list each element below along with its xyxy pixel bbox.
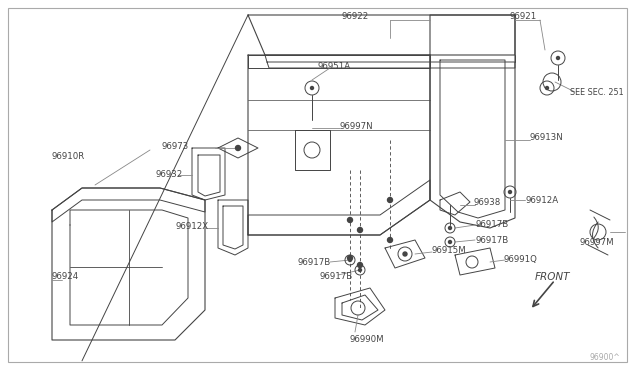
Text: 96951A: 96951A bbox=[318, 62, 351, 71]
Text: 96917B: 96917B bbox=[320, 272, 353, 281]
Text: 96912A: 96912A bbox=[525, 196, 558, 205]
Text: 96922: 96922 bbox=[342, 12, 369, 21]
Text: 96932: 96932 bbox=[155, 170, 182, 179]
Circle shape bbox=[358, 263, 362, 267]
Text: FRONT: FRONT bbox=[535, 272, 570, 282]
Circle shape bbox=[387, 237, 392, 243]
Circle shape bbox=[236, 145, 241, 151]
Circle shape bbox=[403, 252, 407, 256]
Text: 96973: 96973 bbox=[162, 142, 189, 151]
Text: 96990M: 96990M bbox=[350, 335, 385, 344]
Text: 96900^: 96900^ bbox=[589, 353, 620, 362]
Text: 96921: 96921 bbox=[510, 12, 537, 21]
Circle shape bbox=[449, 241, 451, 244]
Text: 96924: 96924 bbox=[52, 272, 79, 281]
Text: 96997M: 96997M bbox=[580, 238, 614, 247]
Text: 96997N: 96997N bbox=[340, 122, 374, 131]
Text: 96913N: 96913N bbox=[530, 133, 564, 142]
Text: 96938: 96938 bbox=[473, 198, 500, 207]
Text: 96917B: 96917B bbox=[475, 220, 508, 229]
Circle shape bbox=[358, 228, 362, 232]
Circle shape bbox=[387, 198, 392, 202]
Text: 96912X: 96912X bbox=[175, 222, 208, 231]
Text: SEE SEC. 251: SEE SEC. 251 bbox=[570, 88, 623, 97]
Text: 96917B: 96917B bbox=[475, 236, 508, 245]
Circle shape bbox=[509, 190, 511, 193]
Text: 96915M: 96915M bbox=[432, 246, 467, 255]
Circle shape bbox=[348, 256, 353, 260]
Circle shape bbox=[545, 87, 548, 90]
Circle shape bbox=[449, 227, 451, 230]
Text: 96917B: 96917B bbox=[298, 258, 332, 267]
Text: 96910R: 96910R bbox=[52, 152, 85, 161]
Circle shape bbox=[349, 259, 351, 262]
Circle shape bbox=[310, 87, 314, 90]
Circle shape bbox=[557, 57, 559, 60]
Circle shape bbox=[358, 269, 362, 272]
Circle shape bbox=[348, 218, 353, 222]
Text: 96991Q: 96991Q bbox=[504, 255, 538, 264]
